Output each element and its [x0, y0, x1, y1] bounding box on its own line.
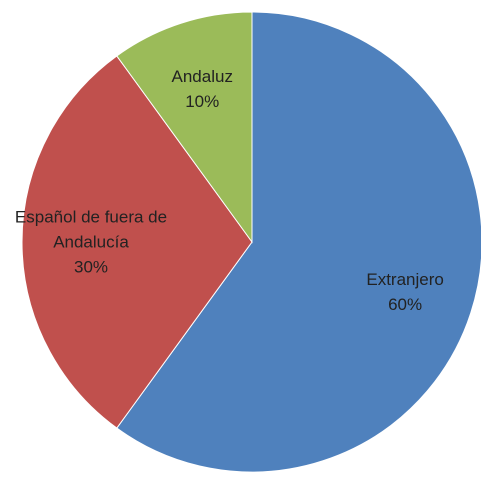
percent-label: 30% — [73, 257, 109, 277]
percent-label: 10% — [185, 91, 220, 111]
category-label: Español de fuera de Andalucía — [14, 207, 168, 252]
pie-slice — [116, 11, 253, 244]
data-label: Andaluz 10% — [112, 64, 292, 114]
category-label: Andaluz — [171, 66, 233, 86]
pie-slice — [21, 55, 253, 429]
percent-label: 60% — [388, 294, 423, 314]
data-label: Español de fuera de Andalucía 30% — [1, 205, 181, 280]
pie-slice — [116, 11, 481, 473]
category-label: Extranjero — [366, 269, 444, 289]
data-label: Extranjero 60% — [315, 267, 481, 317]
